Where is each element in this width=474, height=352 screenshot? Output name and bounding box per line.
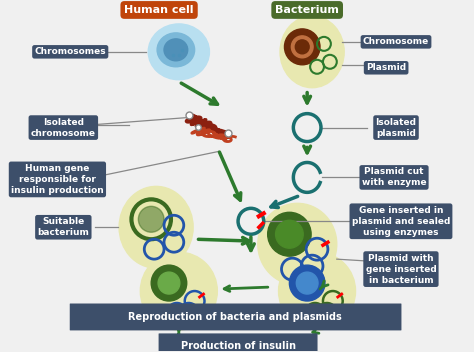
- Text: Bacterium: Bacterium: [275, 5, 339, 15]
- Circle shape: [138, 206, 164, 232]
- Ellipse shape: [258, 203, 337, 285]
- Circle shape: [295, 40, 309, 54]
- Circle shape: [284, 29, 320, 65]
- Text: Chromosome: Chromosome: [363, 37, 429, 46]
- Text: Isolated
plasmid: Isolated plasmid: [375, 118, 417, 138]
- Text: Plasmid: Plasmid: [366, 63, 406, 72]
- FancyBboxPatch shape: [70, 303, 401, 331]
- Text: Plasmid cut
with enzyme: Plasmid cut with enzyme: [362, 167, 426, 188]
- Ellipse shape: [119, 187, 193, 268]
- Circle shape: [290, 265, 325, 301]
- Circle shape: [275, 220, 303, 248]
- Circle shape: [292, 36, 313, 58]
- Text: Gene inserted in
plasmid and sealed
using enzymes: Gene inserted in plasmid and sealed usin…: [352, 206, 450, 237]
- Text: Chromosomes: Chromosomes: [35, 47, 106, 56]
- Ellipse shape: [157, 33, 195, 67]
- Ellipse shape: [164, 39, 188, 61]
- Text: Reproduction of bacteria and plasmids: Reproduction of bacteria and plasmids: [128, 312, 342, 322]
- Ellipse shape: [148, 24, 210, 80]
- Ellipse shape: [280, 16, 344, 88]
- Text: Human cell: Human cell: [124, 5, 194, 15]
- FancyBboxPatch shape: [159, 333, 318, 352]
- Circle shape: [296, 272, 318, 294]
- Text: Isolated
chromosome: Isolated chromosome: [31, 118, 96, 138]
- Circle shape: [268, 212, 311, 256]
- Ellipse shape: [279, 252, 356, 330]
- Circle shape: [151, 265, 187, 301]
- Text: Production of insulin: Production of insulin: [181, 341, 296, 351]
- Text: Human gene
responsible for
insulin production: Human gene responsible for insulin produ…: [11, 164, 104, 195]
- Text: Suitable
bacterium: Suitable bacterium: [37, 217, 89, 237]
- Text: Plasmid with
gene inserted
in bacterium: Plasmid with gene inserted in bacterium: [365, 253, 437, 285]
- Ellipse shape: [140, 252, 218, 330]
- Circle shape: [158, 272, 180, 294]
